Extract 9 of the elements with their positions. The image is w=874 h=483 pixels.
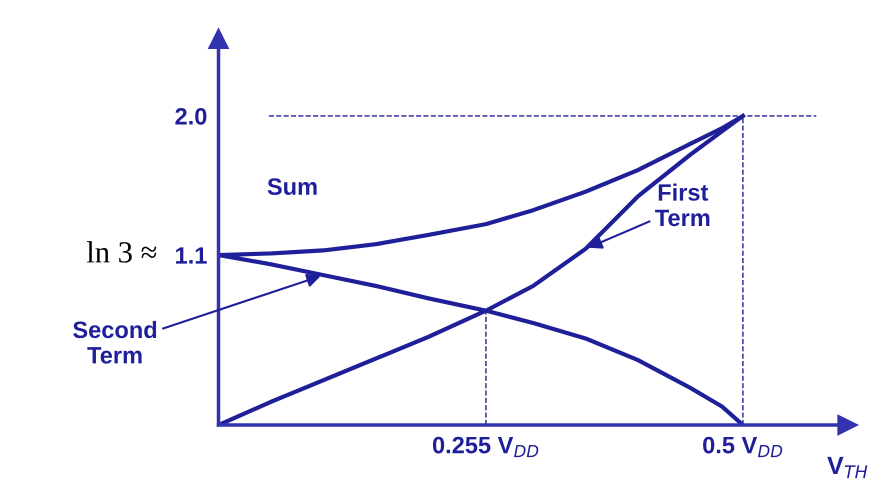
x-axis-title: V$_{TH}$ [827,456,868,478]
text: Sum [268,178,317,195]
x-tick-label: 0.255 V$_{DD}$ [432,436,538,458]
annotation: ln 3 ≈ [86,241,156,263]
text: Second Term [73,320,156,364]
x-tick-label: 0.5 V$_{DD}$ [703,436,782,458]
y-tick-label: 1.1 [176,247,207,264]
y-tick-label: 2.0 [175,108,206,125]
series-label: First Term [655,183,710,226]
